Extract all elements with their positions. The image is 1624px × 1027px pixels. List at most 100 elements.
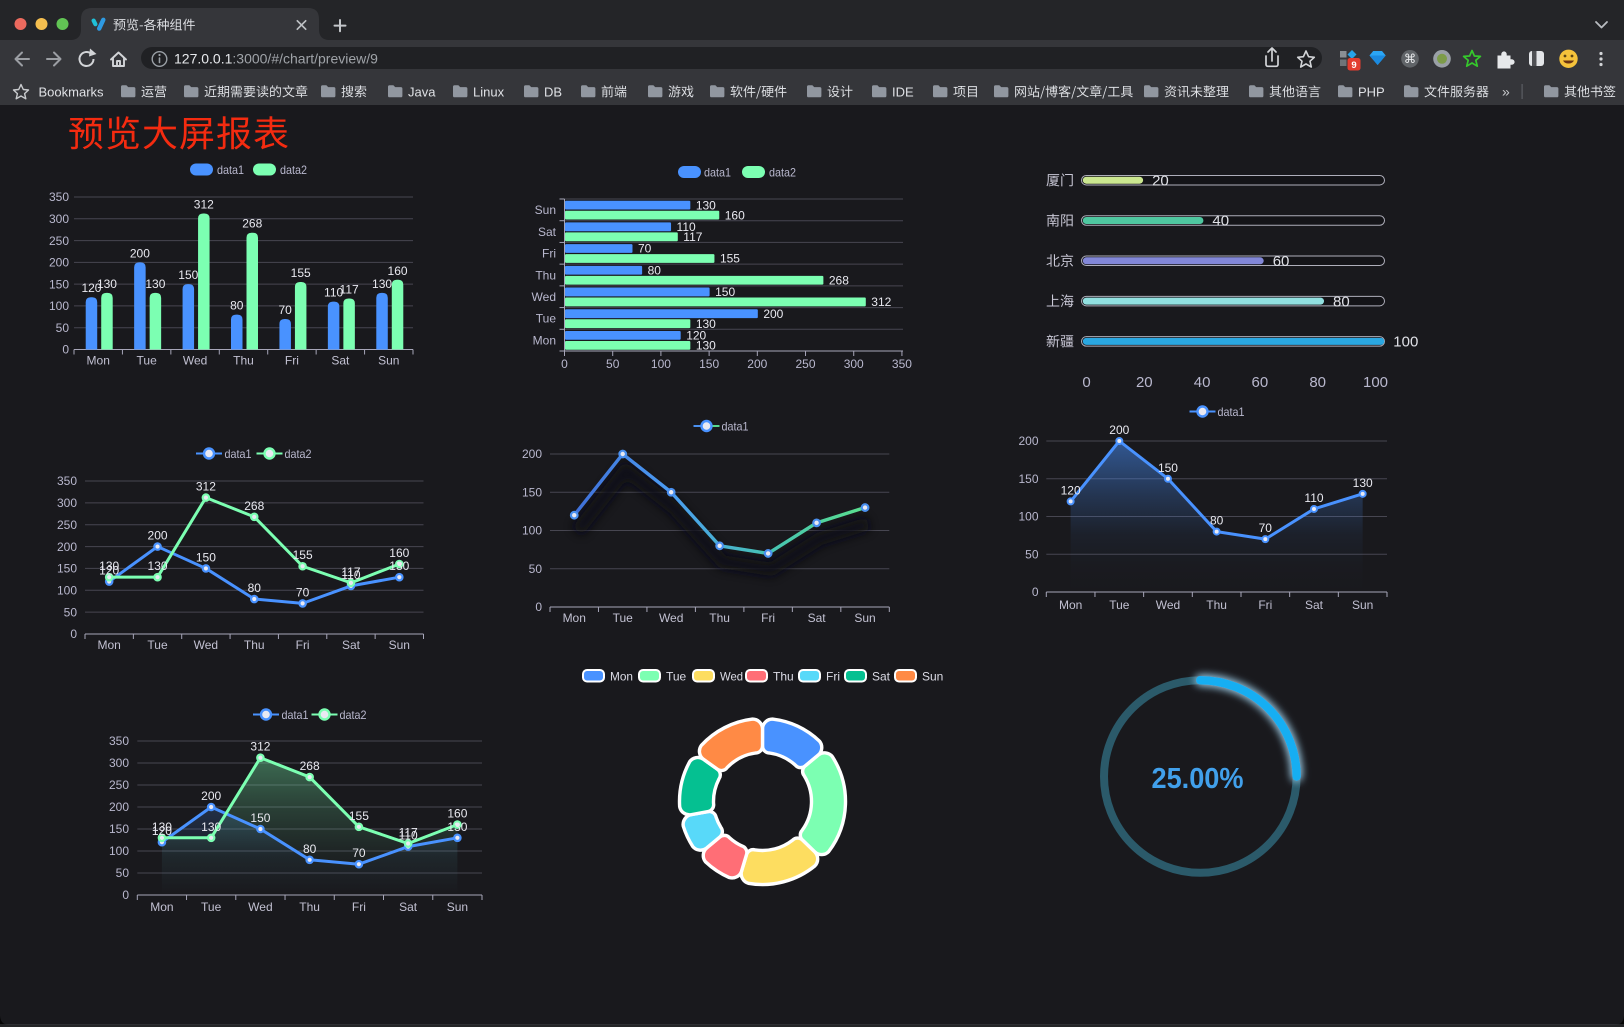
svg-text:Wed: Wed (194, 638, 218, 652)
svg-text:100: 100 (651, 357, 671, 371)
svg-text:100: 100 (109, 844, 129, 858)
svg-text:350: 350 (49, 190, 69, 204)
svg-text:Tue: Tue (137, 354, 158, 368)
svg-text:Fri: Fri (352, 900, 366, 914)
svg-text:150: 150 (57, 562, 77, 576)
svg-text:130: 130 (447, 820, 467, 834)
svg-text:150: 150 (522, 485, 542, 499)
svg-text:Fri: Fri (296, 638, 310, 652)
svg-text:Java: Java (408, 84, 436, 99)
svg-text:0: 0 (70, 627, 77, 641)
svg-text:data1: data1 (704, 165, 731, 179)
svg-text:Mon: Mon (610, 669, 633, 683)
svg-text:Tue: Tue (613, 611, 634, 625)
svg-text:data2: data2 (280, 163, 307, 177)
svg-text:160: 160 (725, 208, 745, 222)
svg-text:130: 130 (97, 277, 117, 291)
svg-text:300: 300 (49, 212, 69, 226)
svg-text:80: 80 (303, 842, 317, 856)
svg-text:9: 9 (1351, 60, 1356, 71)
svg-text:100: 100 (522, 524, 542, 538)
svg-text:150: 150 (109, 822, 129, 836)
svg-text:150: 150 (178, 268, 198, 282)
svg-text:50: 50 (529, 562, 543, 576)
svg-text:data1: data1 (217, 163, 244, 177)
svg-text:120: 120 (1061, 483, 1081, 497)
svg-text:Thu: Thu (244, 638, 265, 652)
svg-text:100: 100 (49, 299, 69, 313)
svg-text:120: 120 (152, 824, 172, 838)
svg-text:80: 80 (648, 263, 662, 277)
svg-text:data1: data1 (225, 447, 252, 461)
svg-text:»: » (1502, 84, 1510, 100)
svg-text:0: 0 (535, 600, 542, 614)
svg-text:50: 50 (64, 605, 78, 619)
svg-text:100: 100 (1018, 510, 1038, 524)
svg-text:Wed: Wed (1156, 598, 1180, 612)
svg-text:312: 312 (250, 740, 270, 754)
svg-text:20: 20 (1152, 172, 1169, 189)
svg-text:data1: data1 (1218, 405, 1245, 419)
svg-text:300: 300 (844, 357, 864, 371)
svg-text:Sun: Sun (922, 669, 943, 683)
svg-text:155: 155 (293, 548, 313, 562)
svg-text:117: 117 (683, 230, 702, 244)
svg-text:110: 110 (1304, 491, 1323, 505)
svg-text:Wed: Wed (720, 669, 743, 683)
svg-text:Mon: Mon (533, 333, 556, 347)
svg-text:130: 130 (99, 559, 119, 573)
svg-text:200: 200 (109, 800, 129, 814)
svg-text:Sat: Sat (1305, 598, 1324, 612)
svg-text:150: 150 (715, 285, 735, 299)
svg-text:70: 70 (352, 846, 366, 860)
svg-text:PHP: PHP (1358, 84, 1385, 99)
svg-text:Sat: Sat (331, 354, 350, 368)
svg-text:60: 60 (1252, 374, 1269, 391)
svg-text:Mon: Mon (1059, 598, 1082, 612)
svg-text:200: 200 (1018, 434, 1038, 448)
svg-text:117: 117 (340, 283, 359, 297)
svg-text:data2: data2 (285, 447, 312, 461)
svg-text:data1: data1 (722, 419, 749, 433)
svg-text:130: 130 (148, 559, 168, 573)
svg-text:80: 80 (248, 581, 262, 595)
svg-text:Wed: Wed (659, 611, 683, 625)
svg-text:Fri: Fri (826, 669, 840, 683)
svg-text:Sat: Sat (872, 669, 891, 683)
svg-text:110: 110 (341, 568, 360, 582)
svg-text:160: 160 (389, 546, 409, 560)
svg-text:200: 200 (1109, 423, 1129, 437)
svg-text:150: 150 (49, 277, 69, 291)
svg-text:200: 200 (57, 540, 77, 554)
svg-text:160: 160 (388, 264, 408, 278)
svg-text:312: 312 (871, 295, 891, 309)
svg-text:130: 130 (696, 198, 716, 212)
svg-text:0: 0 (1082, 374, 1090, 391)
svg-text:data1: data1 (282, 708, 309, 722)
svg-text:Mon: Mon (563, 611, 586, 625)
svg-text:150: 150 (1018, 472, 1038, 486)
svg-text:120: 120 (686, 329, 706, 343)
svg-text:155: 155 (349, 809, 369, 823)
svg-text:155: 155 (291, 266, 311, 280)
svg-text:40: 40 (1212, 213, 1229, 230)
svg-text:117: 117 (399, 826, 418, 840)
svg-text:60: 60 (1273, 253, 1290, 270)
svg-text:100: 100 (1363, 374, 1388, 391)
svg-text:DB: DB (544, 84, 562, 99)
svg-text:data2: data2 (340, 708, 367, 722)
svg-text:160: 160 (447, 807, 467, 821)
svg-text:20: 20 (1136, 374, 1153, 391)
svg-text:200: 200 (201, 789, 221, 803)
svg-text:250: 250 (57, 518, 77, 532)
svg-text:Wed: Wed (248, 900, 272, 914)
svg-text:200: 200 (747, 357, 767, 371)
svg-text:130: 130 (152, 820, 172, 834)
svg-text:Fri: Fri (285, 354, 299, 368)
svg-text:0: 0 (62, 343, 69, 357)
svg-text:150: 150 (1158, 461, 1178, 475)
svg-text:70: 70 (1259, 521, 1273, 535)
svg-text:Tue: Tue (201, 900, 222, 914)
svg-text:100: 100 (57, 583, 77, 597)
svg-text:Wed: Wed (183, 354, 207, 368)
